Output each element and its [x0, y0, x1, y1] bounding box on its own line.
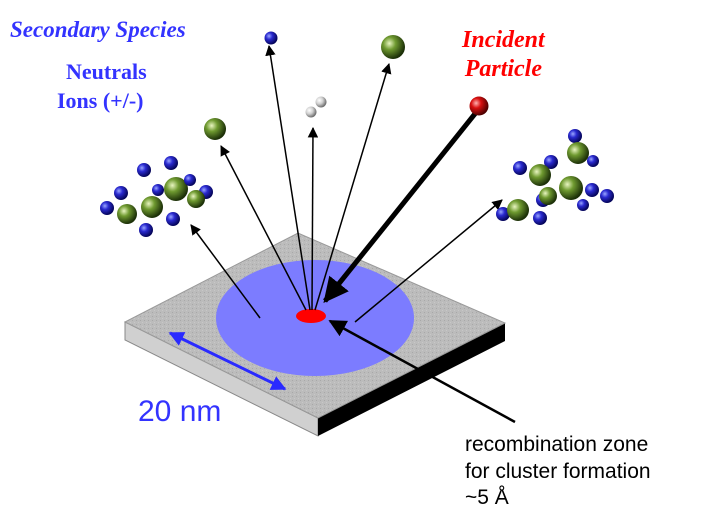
- scale-bar-label: 20 nm: [138, 395, 222, 428]
- left-cluster: [100, 156, 213, 237]
- ejection-arrows: [190, 44, 503, 323]
- arrow-to-right-cluster: [354, 199, 503, 323]
- ions-label: Ions (+/-): [57, 88, 144, 113]
- incident-red-atom: [469, 96, 489, 116]
- scale-bar-arrow: [168, 331, 287, 391]
- recombination-zone-pointer: [328, 319, 516, 424]
- arrow-to-left-cluster: [190, 224, 261, 319]
- recombination-zone-label: recombination zone for cluster formation…: [465, 432, 651, 512]
- incident-particle-label-line2: Particle: [464, 55, 542, 82]
- incident-particle-label: Incident Particle: [462, 26, 545, 84]
- recombination-zone-label-line1: recombination zone: [465, 433, 649, 456]
- incident-trajectory-arrow: [323, 108, 480, 303]
- recombination-zone-label-line2: for cluster formation: [465, 459, 651, 483]
- substrate-side-face: [318, 323, 505, 436]
- arrow-to-blue-atom: [265, 44, 311, 311]
- neutrals-label: Neutrals: [66, 59, 147, 84]
- ejected-blue-atom: [264, 31, 278, 45]
- ejected-green-atom-left: [204, 118, 226, 140]
- right-cluster: [496, 129, 614, 225]
- arrow-to-white-dimer: [307, 126, 319, 311]
- arrow-to-green-atom-top: [314, 62, 392, 311]
- secondary-species-title: Secondary Species: [10, 17, 186, 42]
- incident-particle-label-line1: Incident: [462, 27, 545, 53]
- recombination-zone-core: [296, 309, 326, 323]
- ejected-white-dimer: [305, 96, 327, 118]
- ejected-green-atom-top: [381, 35, 405, 59]
- arrow-to-green-atom-left: [220, 145, 307, 311]
- recombination-zone-label-line3: ~5 Å: [465, 486, 509, 510]
